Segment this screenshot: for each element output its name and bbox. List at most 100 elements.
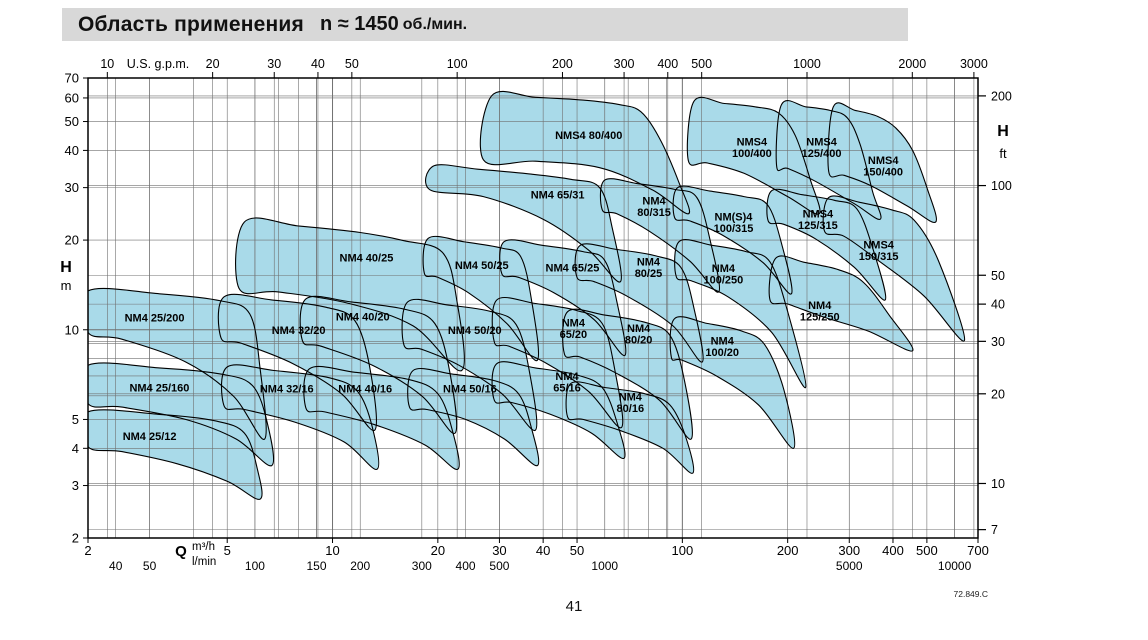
right-axis-tick-label: 20: [991, 387, 1005, 401]
region-outline-nm4-25-12: [88, 409, 263, 500]
flow-axis-title: Q: [175, 543, 187, 560]
region-outline-nm4-65-31: [425, 164, 622, 283]
region-outline-nm4-80-16: [565, 381, 695, 474]
region-label-nm4-50-20: NM4 50/20: [448, 325, 502, 337]
region-outline-nm4-32-20: [217, 293, 377, 431]
region-label-nms4-100-400: NMS4 100/400: [732, 137, 772, 161]
bottom-axis-tick-label: 2: [84, 543, 91, 558]
lmin-tick-label: 300: [412, 559, 432, 573]
left-axis-tick-label: 60: [65, 90, 79, 105]
region-outline-nms4-80-400: [479, 90, 691, 215]
region-label-nm4-100-250: NM4 100/250: [703, 263, 743, 287]
top-axis-tick-label: 400: [657, 57, 678, 71]
bottom-axis-tick-label: 50: [570, 543, 584, 558]
region-fill-nm4-25-12: [88, 409, 262, 500]
left-axis-tick-label: 20: [65, 233, 79, 248]
left-axis-tick-label: 30: [65, 180, 79, 195]
region-label-nms4-80-400: NMS4 80/400: [555, 130, 622, 142]
region-label-nm4-40-25: NM4 40/25: [340, 252, 394, 264]
top-axis-tick-label: 3000: [960, 57, 988, 71]
bottom-axis-tick-label: 500: [916, 543, 938, 558]
region-outline-nms4-150-400: [827, 102, 937, 223]
left-axis-unit: m: [61, 278, 72, 293]
left-axis-title: H: [60, 259, 72, 276]
region-label-nm4-80-25: NM4 80/25: [635, 257, 663, 281]
page-number: 41: [565, 598, 583, 615]
axes: 10 20 30 40 50 100 200 300 400 500 1000 2000 3000 U.S…: [60, 57, 1012, 573]
region-fill-nm4-125-250: [769, 255, 914, 352]
top-axis-tick-label: 20: [206, 57, 220, 71]
top-axis-tick-label: 100: [447, 57, 468, 71]
region-outline-nm4-80-25: [574, 243, 704, 363]
region-label-nms4-150-315: NMS4 150/315: [859, 239, 899, 263]
region-label-nm4-80-20: NM4 80/20: [625, 323, 653, 347]
top-axis-tick-label: 50: [345, 57, 359, 71]
region-outline-nms4-125-315: [766, 188, 887, 301]
title-speed: n ≈ 1450: [319, 13, 399, 35]
region-label-nm4-25-12: NM4 25/12: [123, 431, 177, 443]
region-fill-nms4-150-315: [823, 195, 965, 342]
region-label-nm4-100-20: NM4 100/20: [705, 336, 739, 360]
region-outline-nm4-65-20: [491, 296, 624, 429]
region-outline-nm4-100-250: [674, 239, 807, 389]
right-axis-tick-label: 200: [991, 89, 1012, 103]
bottom-axis-tick-label: 20: [431, 543, 445, 558]
region-label-nm4-80-16: NM4 80/16: [617, 392, 645, 416]
region-label-nm-s-4-100-315: NM(S)4 100/315: [714, 211, 754, 235]
right-axis-tick-label: 50: [991, 269, 1005, 283]
right-axis-tick-label: 100: [991, 179, 1012, 193]
lmin-tick-label: 10000: [938, 559, 972, 573]
region-outline-nm4-40-25: [235, 217, 465, 372]
title-bar: Область применения n ≈ 1450 об./мин.: [62, 8, 908, 41]
region-label-nm4-65-25: NM4 65/25: [546, 262, 600, 274]
region-outline-nm4-80-20: [562, 308, 693, 440]
region-outline-nms4-150-315: [822, 195, 966, 342]
lmin-tick-label: 5000: [836, 559, 863, 573]
left-axis-tick-label: 50: [65, 114, 79, 129]
top-axis-tick-label: 30: [267, 57, 281, 71]
top-axis-title: U.S. g.p.m.: [127, 57, 190, 71]
region-outline-nm4-125-250: [768, 255, 914, 352]
bottom-axis-tick-label: 700: [967, 543, 989, 558]
right-axis-tick-label: 40: [991, 298, 1005, 312]
left-axis-tick-label: 4: [72, 441, 79, 456]
page-title: Область применения: [78, 12, 304, 36]
region-outline-nm4-65-16: [491, 361, 626, 459]
bottom-axis-tick-label: 200: [777, 543, 799, 558]
lmin-tick-label: 400: [456, 559, 476, 573]
left-axis-tick-label: 5: [72, 412, 79, 427]
flow-axis-unit-lmin: l/min: [192, 556, 216, 568]
right-axis-tick-label: 30: [991, 335, 1005, 349]
region-label-nm4-25-200: NM4 25/200: [125, 312, 185, 324]
bottom-axis-tick-label: 30: [492, 543, 506, 558]
plot-border: [87, 77, 979, 539]
bottom-axis-tick-label: 40: [536, 543, 550, 558]
region-fill-nms4-80-400: [480, 91, 690, 214]
left-axis-tick-label: 3: [72, 478, 79, 493]
region-fill-nms4-150-400: [828, 102, 937, 223]
region-outline-nm4-50-20: [401, 298, 538, 431]
region-label-nms4-125-400: NMS4 125/400: [802, 137, 842, 161]
region-label-nm4-125-250: NM4 125/250: [800, 300, 840, 324]
region-label-nm4-50-25: NM4 50/25: [455, 260, 509, 272]
top-axis-tick-label: 1000: [793, 57, 821, 71]
doc-ref-code: 72.849.C: [953, 589, 989, 599]
region-outline-nm-s-4-100-315: [672, 185, 793, 295]
left-axis-tick-label: 40: [65, 143, 79, 158]
region-labels: NM4 25/12 NM4 25/160 NM4 25/200 NM4 32/16 NM…: [123, 130, 903, 443]
region-label-nm4-40-16: NM4 40/16: [338, 384, 392, 396]
bottom-axis-tick-label: 300: [838, 543, 860, 558]
top-axis-tick-label: 10: [100, 57, 114, 71]
region-label-nm4-65-31: NM4 65/31: [531, 189, 585, 201]
top-axis-tick-label: 40: [311, 57, 325, 71]
region-outline-nm4-50-16: [407, 367, 540, 467]
bottom-axis-tick-label: 100: [672, 543, 694, 558]
region-fill-nm4-65-31: [425, 164, 622, 283]
lmin-tick-label: 500: [489, 559, 509, 573]
region-outline-nm4-65-25: [499, 239, 627, 356]
lmin-tick-label: 1000: [591, 559, 618, 573]
region-fill-nm4-80-20: [562, 309, 693, 440]
region-outline-nm4-25-200: [88, 287, 267, 440]
